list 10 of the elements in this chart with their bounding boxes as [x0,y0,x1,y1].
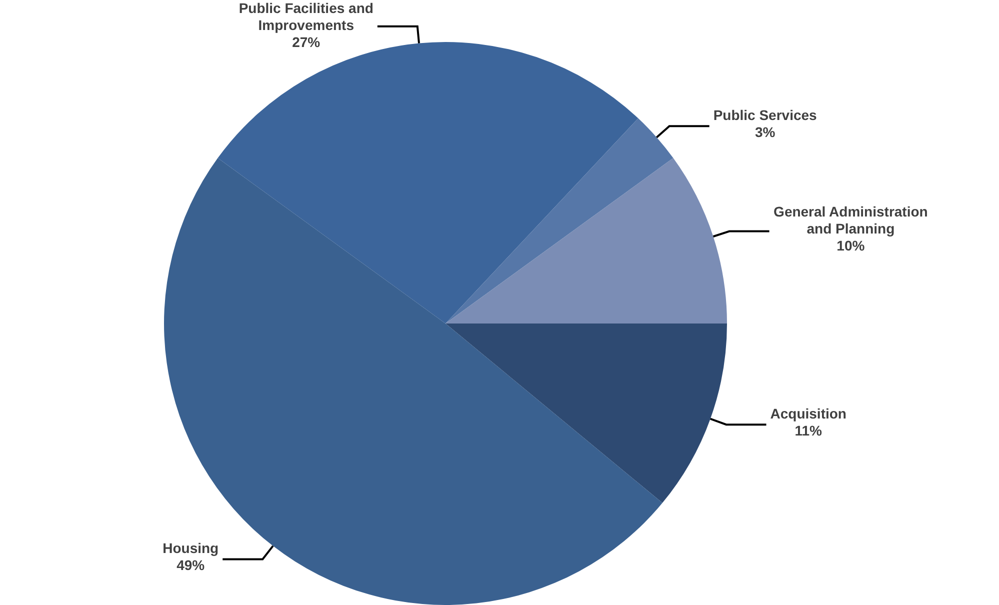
slice-label: Public Facilities and Improvements [238,0,374,33]
slice-label: Public Services [713,107,818,124]
slice-label: General Administration and Planning [774,204,928,237]
slice-label: Acquisition [770,405,846,422]
data-label: 27% [292,34,321,50]
data-label: 3% [754,124,776,140]
slice-label: Housing [162,540,219,556]
data-label: 11% [794,422,823,438]
data-label: 10% [836,238,866,254]
data-label: 49% [176,557,206,574]
